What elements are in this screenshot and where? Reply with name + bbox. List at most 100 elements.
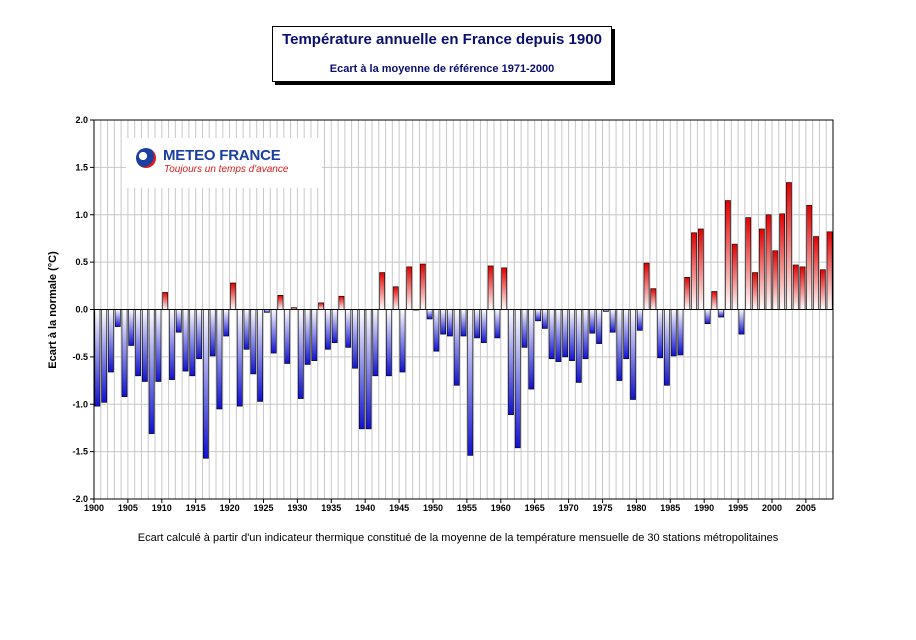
x-tick-label: 1950 <box>423 503 443 513</box>
x-tick-label: 1965 <box>525 503 545 513</box>
bar-1920 <box>230 282 236 310</box>
bar-1973 <box>589 309 596 334</box>
bar-1919 <box>223 309 230 337</box>
y-tick-label: -2.0 <box>72 494 88 504</box>
bar-1916 <box>202 309 209 459</box>
bar-1972 <box>582 309 589 360</box>
meteo-france-logo: METEO FRANCE Toujours un temps d'avance <box>126 138 322 188</box>
bar-1991 <box>711 291 718 310</box>
bar-1933 <box>318 302 324 310</box>
x-tick-label: 1905 <box>118 503 138 513</box>
bar-1909 <box>155 309 162 382</box>
bar-1983 <box>657 309 663 359</box>
x-tick-label: 1970 <box>559 503 579 513</box>
meteo-france-globe-icon <box>136 148 156 168</box>
bar-1928 <box>284 309 291 364</box>
y-tick-label: -1.5 <box>72 447 88 457</box>
x-tick-label: 1960 <box>491 503 511 513</box>
bar-1904 <box>121 309 128 397</box>
bar-2006 <box>813 236 819 310</box>
x-tick-label: 1930 <box>287 503 307 513</box>
bar-1970 <box>569 309 575 361</box>
bar-1913 <box>182 309 189 372</box>
bar-1992 <box>718 309 725 318</box>
bar-1996 <box>745 217 752 310</box>
title-box: Température annuelle en France depuis 19… <box>272 26 612 82</box>
bar-1998 <box>758 228 765 310</box>
chart-title: Température annuelle en France depuis 19… <box>282 31 602 48</box>
bar-2005 <box>806 204 813 310</box>
bar-1966 <box>541 309 548 329</box>
bar-1938 <box>352 309 358 369</box>
bar-1962 <box>514 309 521 449</box>
bar-1937 <box>345 309 352 348</box>
bar-1921 <box>236 309 243 407</box>
bar-1935 <box>331 309 338 343</box>
bar-1930 <box>297 309 304 399</box>
y-tick-label: 0.0 <box>75 305 88 315</box>
bar-1949 <box>426 309 433 320</box>
bar-1942 <box>379 272 386 310</box>
x-tick-label: 2000 <box>762 503 782 513</box>
bar-1985 <box>670 309 677 357</box>
bar-1940 <box>365 309 372 430</box>
bar-1999 <box>765 214 772 310</box>
bar-1911 <box>169 309 175 380</box>
y-axis-label: Ecart à la normale (°C) <box>47 251 59 369</box>
bar-1980 <box>636 309 643 331</box>
bar-1952 <box>447 309 453 337</box>
bar-1945 <box>399 309 406 373</box>
bar-1907 <box>141 309 148 382</box>
bar-1918 <box>216 309 223 410</box>
x-tick-label: 1900 <box>84 503 104 513</box>
bar-1951 <box>440 309 447 335</box>
x-tick-label: 1980 <box>626 503 646 513</box>
bar-2003 <box>792 264 799 310</box>
x-tick-label: 1945 <box>389 503 409 513</box>
bar-1956 <box>474 309 480 339</box>
bar-1901 <box>101 309 108 403</box>
bar-2002 <box>786 182 792 310</box>
bar-1994 <box>731 243 738 310</box>
x-tick-label: 1990 <box>694 503 714 513</box>
bar-1948 <box>419 263 426 310</box>
bar-1922 <box>243 309 250 350</box>
bar-1960 <box>501 267 508 310</box>
bar-1923 <box>250 309 257 375</box>
bar-1978 <box>623 309 630 360</box>
y-tick-label: -0.5 <box>72 352 88 362</box>
x-tick-label: 1995 <box>728 503 748 513</box>
bar-1969 <box>562 309 569 358</box>
bar-1912 <box>175 309 182 333</box>
logo-tagline: Toujours un temps d'avance <box>164 164 289 175</box>
bar-1976 <box>609 309 616 333</box>
bar-1981 <box>643 262 650 310</box>
bar-1953 <box>453 309 460 386</box>
bar-1997 <box>752 272 758 310</box>
bar-1982 <box>650 288 657 310</box>
y-tick-label: 1.0 <box>75 210 88 220</box>
bar-2001 <box>779 213 786 310</box>
bar-1908 <box>148 309 155 434</box>
bar-1990 <box>704 309 711 325</box>
bar-1963 <box>521 309 528 348</box>
bar-1979 <box>630 309 636 400</box>
bar-2000 <box>772 250 779 310</box>
bar-1934 <box>325 309 331 350</box>
bar-2008 <box>826 231 833 310</box>
bar-1932 <box>311 309 318 361</box>
bar-1988 <box>691 232 697 310</box>
bar-1941 <box>372 309 379 377</box>
logo-name: METEO FRANCE <box>163 147 281 164</box>
bar-1957 <box>480 309 487 343</box>
bar-1926 <box>270 309 277 354</box>
x-tick-label: 1985 <box>660 503 680 513</box>
bar-1986 <box>677 309 684 356</box>
bar-1902 <box>108 309 114 373</box>
bar-1943 <box>386 309 392 377</box>
bar-1967 <box>548 309 555 360</box>
x-tick-label: 1935 <box>321 503 341 513</box>
bar-1987 <box>684 276 691 310</box>
bar-1971 <box>575 309 582 383</box>
